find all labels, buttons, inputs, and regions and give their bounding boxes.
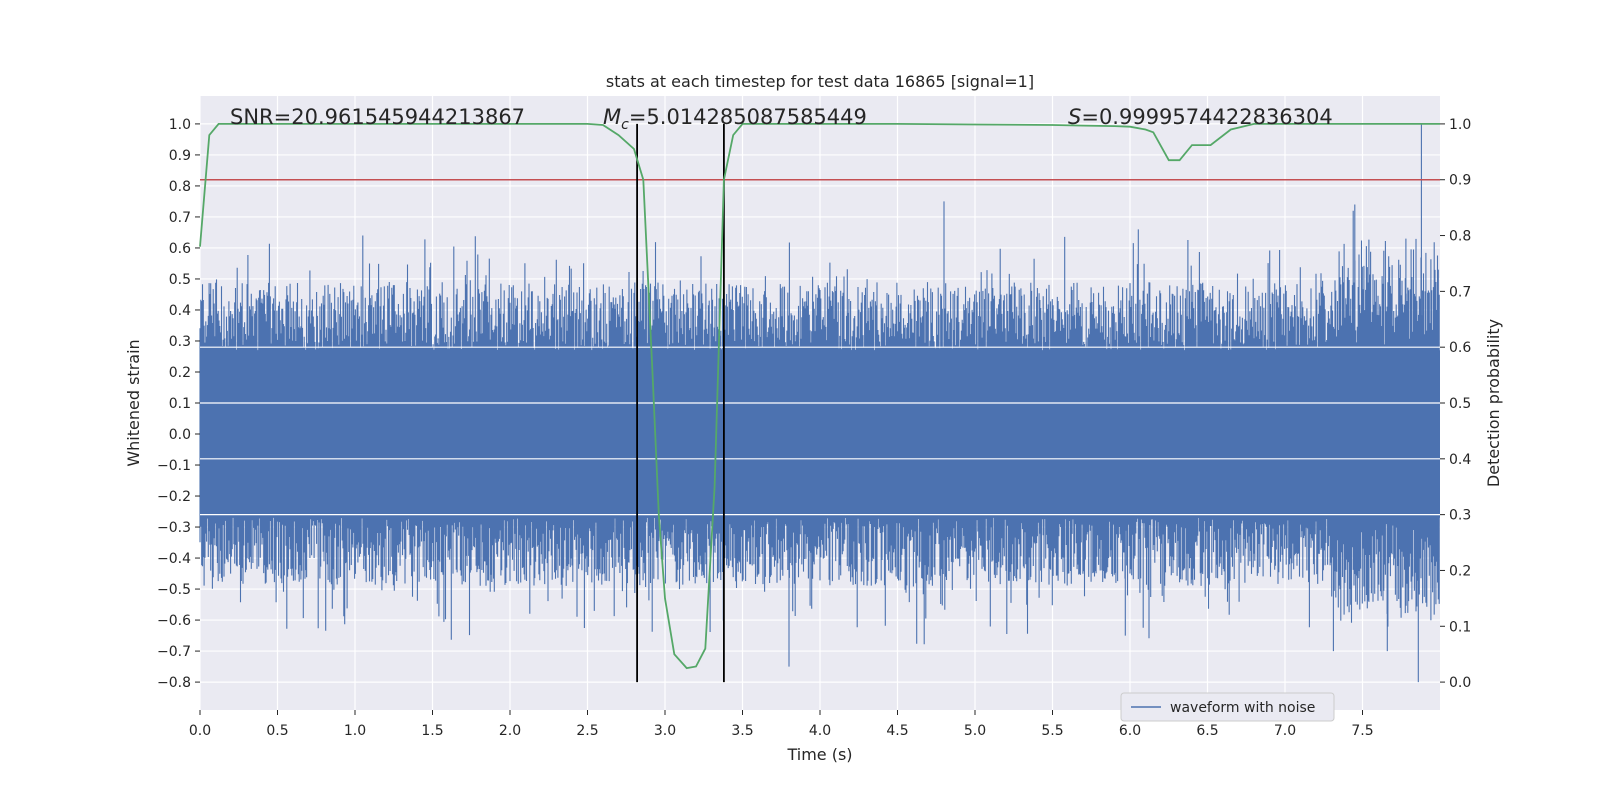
waveform-spikes: [199, 123, 1440, 683]
x-ticks: 0.0 0.5 1.0 1.5 2.0 2.5 3.0 3.5 4.0 4.5 5.0 5.5 6.0 6…: [189, 710, 1374, 739]
y-tick-label: −0.8: [157, 675, 191, 691]
y2-tick-label: 0.5: [1449, 396, 1471, 412]
x-tick-label: 0.0: [189, 723, 211, 739]
legend-label: waveform with noise: [1170, 700, 1315, 716]
x-tick-label: 0.5: [266, 723, 288, 739]
s-value: =0.9999574422836304: [1081, 105, 1332, 129]
x-tick-label: 3.5: [731, 723, 753, 739]
waveform-noise-series: [199, 123, 1440, 683]
x-tick-label: 4.5: [886, 723, 908, 739]
x-tick-label: 2.0: [499, 723, 521, 739]
y2-tick-label: 0.8: [1449, 229, 1471, 245]
y-tick-label: 0.7: [169, 210, 191, 226]
s-annotation: S=0.9999574422836304: [1068, 105, 1333, 129]
x-tick-label: 3.0: [654, 723, 676, 739]
y-tick-label: 0.0: [169, 427, 191, 443]
y-tick-label: −0.4: [157, 551, 191, 567]
x-tick-label: 1.0: [344, 723, 366, 739]
snr-annotation: SNR=20.961545944213867: [230, 105, 525, 129]
s-symbol: S: [1068, 105, 1081, 129]
y-tick-label: 0.8: [169, 179, 191, 195]
y-tick-label: −0.1: [157, 458, 191, 474]
y2-tick-label: 0.7: [1449, 284, 1471, 300]
y-tick-label: −0.7: [157, 644, 191, 660]
x-tick-label: 4.0: [809, 723, 831, 739]
y-tick-label: −0.5: [157, 582, 191, 598]
y-axis-label: Whitened strain: [124, 339, 143, 466]
x-tick-label: 7.5: [1351, 723, 1373, 739]
y2-tick-label: 0.0: [1449, 675, 1471, 691]
y2-tick-label: 0.2: [1449, 563, 1471, 579]
legend-box: [1120, 692, 1335, 722]
y2-axis-label: Detection probability: [1484, 319, 1503, 487]
detection-probability-line: [199, 123, 1440, 670]
y-tick-label: 0.5: [169, 272, 191, 288]
y2-ticks: 1.0 0.9 0.8 0.7 0.6 0.5 0.4 0.3 0.2 0.1 0.0: [1440, 117, 1471, 691]
y-tick-label: −0.6: [157, 613, 191, 629]
mc-annotation: Mc=5.014285087585449: [603, 105, 867, 133]
x-tick-label: 6.5: [1196, 723, 1218, 739]
y2-tick-label: 0.1: [1449, 619, 1471, 635]
y-tick-label: 0.1: [169, 396, 191, 412]
y2-tick-label: 0.6: [1449, 340, 1471, 356]
y-tick-label: 0.3: [169, 334, 191, 350]
curves: [199, 123, 1440, 683]
chart-title: stats at each timestep for test data 168…: [606, 72, 1034, 91]
y-tick-label: 0.2: [169, 365, 191, 381]
y2-tick-label: 0.4: [1449, 452, 1471, 468]
y-ticks: 1.0 0.9 0.8 0.7 0.6 0.5 0.4 0.3 0.2 0.1 0.0 −0.1 −0.…: [157, 117, 200, 691]
y-tick-label: 0.4: [169, 303, 191, 319]
mc-value: =5.014285087585449: [629, 105, 867, 129]
x-tick-label: 6.0: [1119, 723, 1141, 739]
x-tick-label: 1.5: [421, 723, 443, 739]
y-tick-label: 1.0: [169, 117, 191, 133]
legend: waveform with noise: [1120, 692, 1335, 722]
mc-subscript: c: [621, 117, 629, 133]
y-tick-label: 0.6: [169, 241, 191, 257]
x-tick-label: 5.0: [964, 723, 986, 739]
y-tick-label: −0.2: [157, 489, 191, 505]
y2-tick-label: 0.3: [1449, 508, 1471, 524]
mc-symbol: M: [603, 105, 621, 129]
x-tick-label: 2.5: [576, 723, 598, 739]
y-tick-label: 0.9: [169, 148, 191, 164]
x-axis-label: Time (s): [786, 745, 852, 764]
x-tick-label: 5.5: [1041, 723, 1063, 739]
y2-tick-label: 0.9: [1449, 173, 1471, 189]
y2-tick-label: 1.0: [1449, 117, 1471, 133]
x-tick-label: 7.0: [1274, 723, 1296, 739]
y-tick-label: −0.3: [157, 520, 191, 536]
